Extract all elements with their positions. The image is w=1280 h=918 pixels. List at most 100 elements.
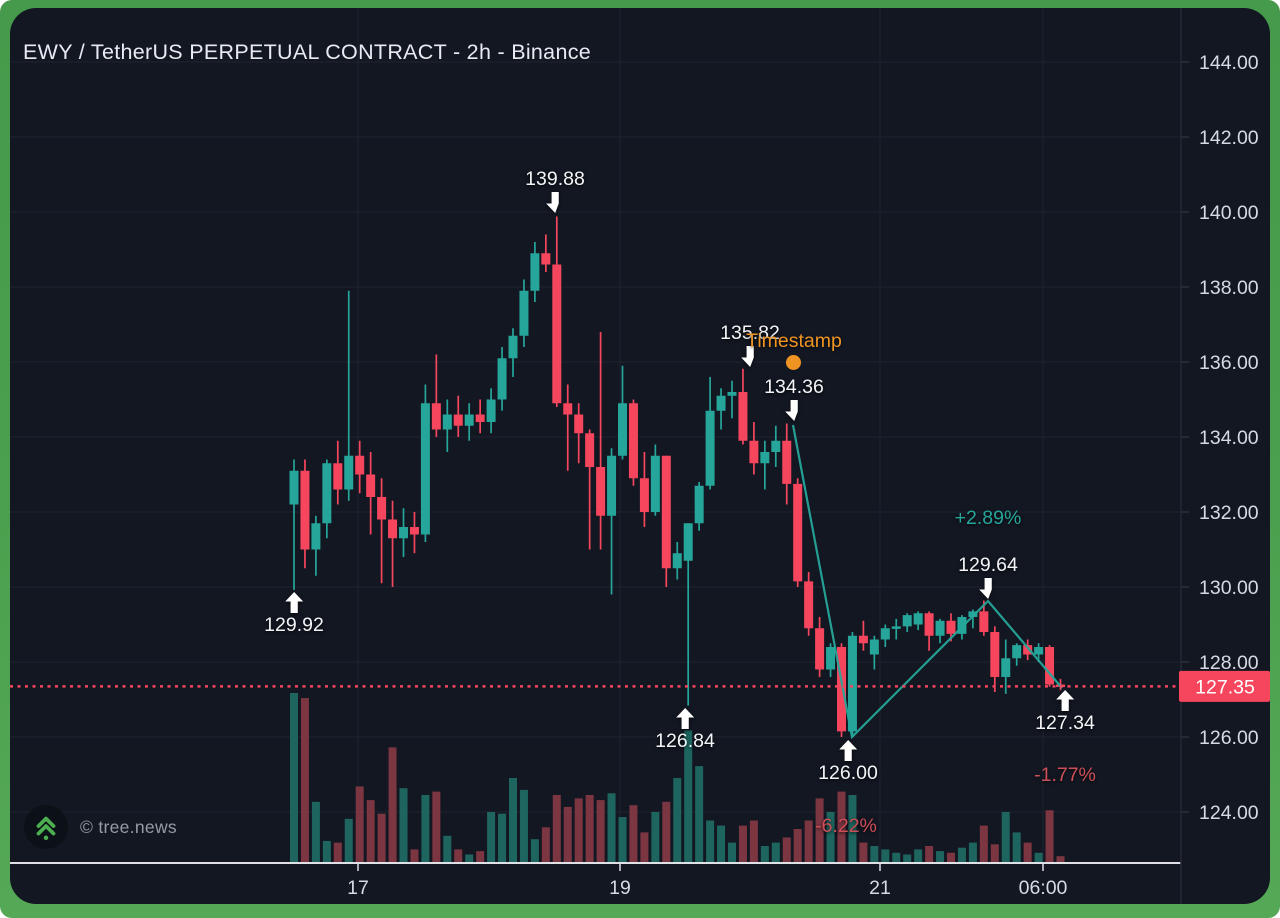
volume-bar	[1045, 810, 1054, 863]
volume-bar	[519, 789, 528, 863]
volume-bar	[957, 847, 966, 863]
volume-bar	[498, 813, 507, 863]
candle-body	[815, 628, 825, 670]
candle-body	[574, 414, 584, 434]
candle-body	[628, 403, 638, 479]
volume-bar	[410, 849, 419, 863]
time-axis[interactable]: 17 19 21 06:00	[10, 862, 1181, 899]
tree-icon	[36, 816, 56, 841]
trend-line	[791, 424, 1063, 740]
volume-bar	[377, 813, 386, 863]
volume-bar	[640, 832, 649, 863]
price-axis-label: 130.00	[1199, 577, 1259, 599]
volume-bar	[979, 825, 988, 863]
volume-bar	[717, 825, 726, 863]
candle-body	[891, 626, 901, 629]
candle-body	[869, 639, 879, 655]
volume-bar	[574, 798, 583, 863]
candle-body	[497, 358, 507, 400]
volume-bars	[290, 693, 1065, 863]
candle-body	[661, 455, 671, 569]
volume-bar	[290, 693, 298, 863]
volume-bar	[563, 806, 572, 863]
volume-bar	[947, 852, 955, 863]
candle-body	[453, 414, 463, 426]
candle-body	[344, 455, 354, 490]
candle-body	[618, 403, 627, 456]
candle-body	[727, 392, 737, 396]
volume-bar	[990, 844, 999, 863]
candle-body	[420, 403, 430, 535]
volume-bar	[804, 820, 813, 863]
candle-body	[957, 617, 967, 634]
candle-body	[388, 519, 398, 539]
candle-body	[1012, 645, 1022, 659]
volume-bar	[925, 846, 934, 863]
candle-body	[683, 523, 693, 561]
candle-body	[300, 470, 310, 550]
candle-body	[990, 632, 1000, 677]
candle-body	[541, 253, 551, 265]
volume-bar	[782, 837, 791, 863]
candle-body	[716, 395, 726, 411]
volume-bar	[914, 849, 923, 863]
candle-body	[913, 613, 923, 625]
volume-bar	[793, 829, 802, 863]
volume-bar	[585, 795, 594, 863]
candle-body	[486, 399, 496, 422]
candle-body	[322, 463, 332, 524]
candle-body	[858, 635, 868, 644]
candle-body	[1001, 658, 1011, 677]
volume-bar	[651, 812, 660, 863]
candle-body	[968, 611, 978, 617]
candle-body	[694, 485, 704, 524]
watermark: © tree.news	[24, 805, 177, 849]
candle-body	[289, 470, 299, 505]
current-price-value: 127.35	[1195, 676, 1255, 698]
candlestick-chart[interactable]: 17 19 21 06:00 144.00 142.00 140.00 138.00 136.0…	[10, 8, 1270, 904]
candle-body	[738, 392, 748, 441]
price-axis-label: 136.00	[1199, 352, 1259, 374]
volume-bar	[366, 800, 375, 863]
chart-panel: 17 19 21 06:00 144.00 142.00 140.00 138.00 136.0…	[10, 8, 1270, 904]
candle-body	[399, 527, 408, 539]
volume-bar	[1023, 842, 1032, 863]
volume-bar	[1012, 832, 1021, 863]
volume-bar	[738, 825, 747, 863]
volume-bar	[333, 842, 342, 863]
candle-body	[847, 635, 857, 732]
volume-bar	[662, 801, 671, 863]
candle-body	[333, 463, 343, 490]
candle-body	[585, 433, 595, 467]
candle-body	[530, 253, 540, 291]
candle-body	[705, 410, 715, 486]
candle-body	[563, 403, 573, 415]
candle-body	[837, 647, 846, 732]
volume-bar	[1034, 852, 1043, 863]
volume-bar	[388, 747, 397, 863]
price-axis-label: 134.00	[1199, 427, 1259, 449]
volume-bar	[311, 801, 320, 863]
volume-bar	[629, 805, 638, 863]
volume-bar	[476, 851, 485, 863]
candle-body	[749, 440, 759, 464]
candle-body	[760, 452, 770, 464]
candle-body	[979, 611, 989, 632]
chart-title: EWY / TetherUS PERPETUAL CONTRACT - 2h -…	[23, 40, 592, 64]
volume-bar	[454, 849, 463, 863]
volume-bar	[728, 842, 736, 863]
candle-body	[596, 467, 606, 516]
volume-bar	[673, 778, 682, 863]
candle-body	[804, 581, 814, 629]
price-axis[interactable]: 144.00 142.00 140.00 138.00 136.00 134.00 132.…	[1180, 8, 1259, 904]
volume-bar	[903, 854, 912, 863]
price-axis-label: 142.00	[1199, 127, 1259, 149]
candle-body	[793, 483, 803, 582]
volume-bar	[1056, 856, 1065, 863]
volume-bar	[706, 820, 715, 863]
candle-body	[377, 497, 387, 520]
price-axis-label: 124.00	[1199, 802, 1259, 824]
candles[interactable]	[289, 216, 1066, 738]
volume-bar	[936, 851, 945, 863]
volume-bar	[465, 854, 474, 863]
